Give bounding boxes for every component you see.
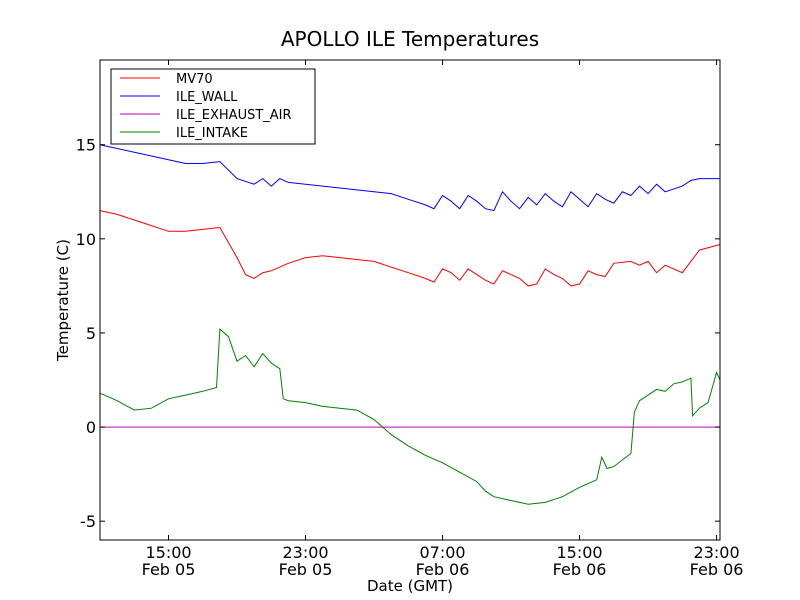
x-tick-label-date: Feb 06 [416, 560, 470, 579]
x-tick-label-time: 15:00 [145, 543, 191, 562]
legend-label: ILE_INTAKE [176, 126, 248, 141]
x-tick-label-date: Feb 06 [553, 560, 607, 579]
legend: MV70 ILE_WALL ILE_EXHAUST_AIR ILE_INTAKE [110, 68, 316, 145]
series-line-ile-wall [99, 144, 720, 212]
legend-label: ILE_EXHAUST_AIR [176, 108, 292, 123]
x-tick-label-time: 07:00 [419, 543, 465, 562]
legend-label: ILE_WALL [176, 90, 238, 105]
y-axis: 15 10 5 0 -5 [76, 136, 720, 531]
x-axis-label: Date (GMT) [367, 577, 453, 595]
x-tick-label-date: Feb 06 [690, 560, 744, 579]
y-tick-label: 10 [76, 230, 96, 249]
x-tick-label-date: Feb 05 [279, 560, 333, 579]
series-line-mv70 [99, 210, 721, 287]
y-tick-label: 5 [86, 324, 96, 343]
x-tick-label-time: 23:00 [694, 543, 740, 562]
y-axis-label: Temperature (C) [54, 239, 72, 362]
y-tick-label: 15 [76, 136, 96, 155]
plot-frame [99, 59, 721, 541]
x-tick-label-time: 23:00 [282, 543, 328, 562]
series-line-ile-intake [99, 328, 721, 505]
y-tick-label: -5 [80, 512, 96, 531]
legend-label: MV70 [176, 72, 213, 87]
y-tick-label: 0 [86, 418, 96, 437]
x-tick-label-date: Feb 05 [142, 560, 196, 579]
x-tick-label-time: 15:00 [557, 543, 603, 562]
chart-title: APOLLO ILE Temperatures [281, 27, 539, 51]
series-layer [99, 144, 721, 505]
